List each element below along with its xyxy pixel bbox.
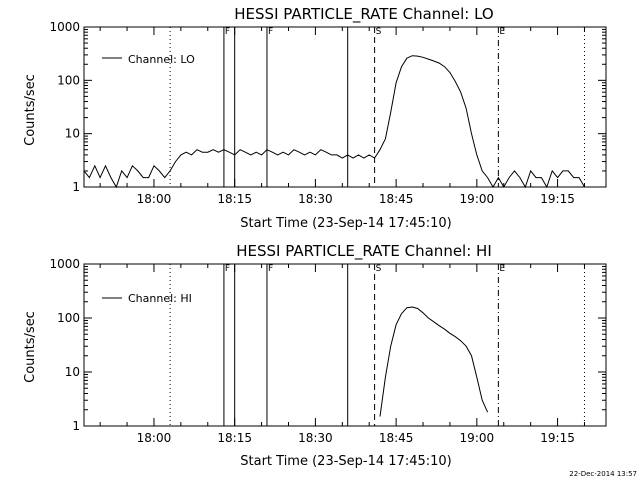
legend: Channel: HI [102, 292, 192, 305]
event-marker-label: E [499, 264, 505, 274]
series-line [83, 55, 585, 189]
chart-title: HESSI PARTICLE_RATE Channel: LO [234, 5, 493, 24]
event-marker-label: S [376, 264, 382, 274]
x-tick-label: 18:30 [298, 431, 333, 445]
chart-title: HESSI PARTICLE_RATE Channel: HI [236, 242, 492, 261]
y-tick-label: 100 [57, 311, 80, 325]
x-tick-label: 18:00 [137, 192, 172, 206]
event-marker-label: S [376, 27, 382, 37]
y-tick-label: 10 [65, 365, 80, 379]
legend-label: Channel: HI [128, 292, 192, 305]
x-tick-label: 19:15 [540, 192, 575, 206]
y-axis-label: Counts/sec [23, 311, 38, 383]
footer-timestamp: 22-Dec-2014 13:57 [569, 470, 637, 478]
x-axis-label: Start Time (23-Sep-14 17:45:10) [240, 454, 451, 469]
event-marker-label: F [268, 264, 273, 274]
x-tick-label: 18:45 [379, 192, 414, 206]
x-tick-label: 19:15 [540, 431, 575, 445]
x-tick-label: 18:45 [379, 431, 414, 445]
y-tick-label: 1000 [49, 257, 80, 271]
plot-frame [83, 263, 607, 427]
series-line [379, 306, 489, 417]
x-tick-label: 19:00 [460, 431, 495, 445]
event-marker-label: F [268, 27, 273, 37]
y-tick-label: 1 [72, 180, 80, 194]
x-tick-label: 18:15 [217, 192, 252, 206]
x-tick-label: 18:00 [137, 431, 172, 445]
x-tick-label: 18:15 [217, 431, 252, 445]
legend-label: Channel: LO [128, 53, 195, 66]
x-axis-label: Start Time (23-Sep-14 17:45:10) [240, 216, 451, 231]
plot-frame [83, 26, 607, 188]
y-axis-label: Counts/sec [23, 74, 38, 146]
legend: Channel: LO [102, 53, 195, 66]
event-marker-label: F [225, 264, 230, 274]
chart-panel-lo: HESSI PARTICLE_RATE Channel: LO Counts/s… [23, 5, 607, 231]
event-marker-label: F [225, 27, 230, 37]
event-marker-label: E [499, 27, 505, 37]
chart-panel-hi: HESSI PARTICLE_RATE Channel: HI Counts/s… [23, 242, 607, 469]
y-tick-label: 1000 [49, 20, 80, 34]
x-tick-label: 18:30 [298, 192, 333, 206]
y-tick-label: 10 [65, 127, 80, 141]
x-tick-label: 19:00 [460, 192, 495, 206]
y-tick-label: 1 [72, 419, 80, 433]
y-tick-label: 100 [57, 73, 80, 87]
